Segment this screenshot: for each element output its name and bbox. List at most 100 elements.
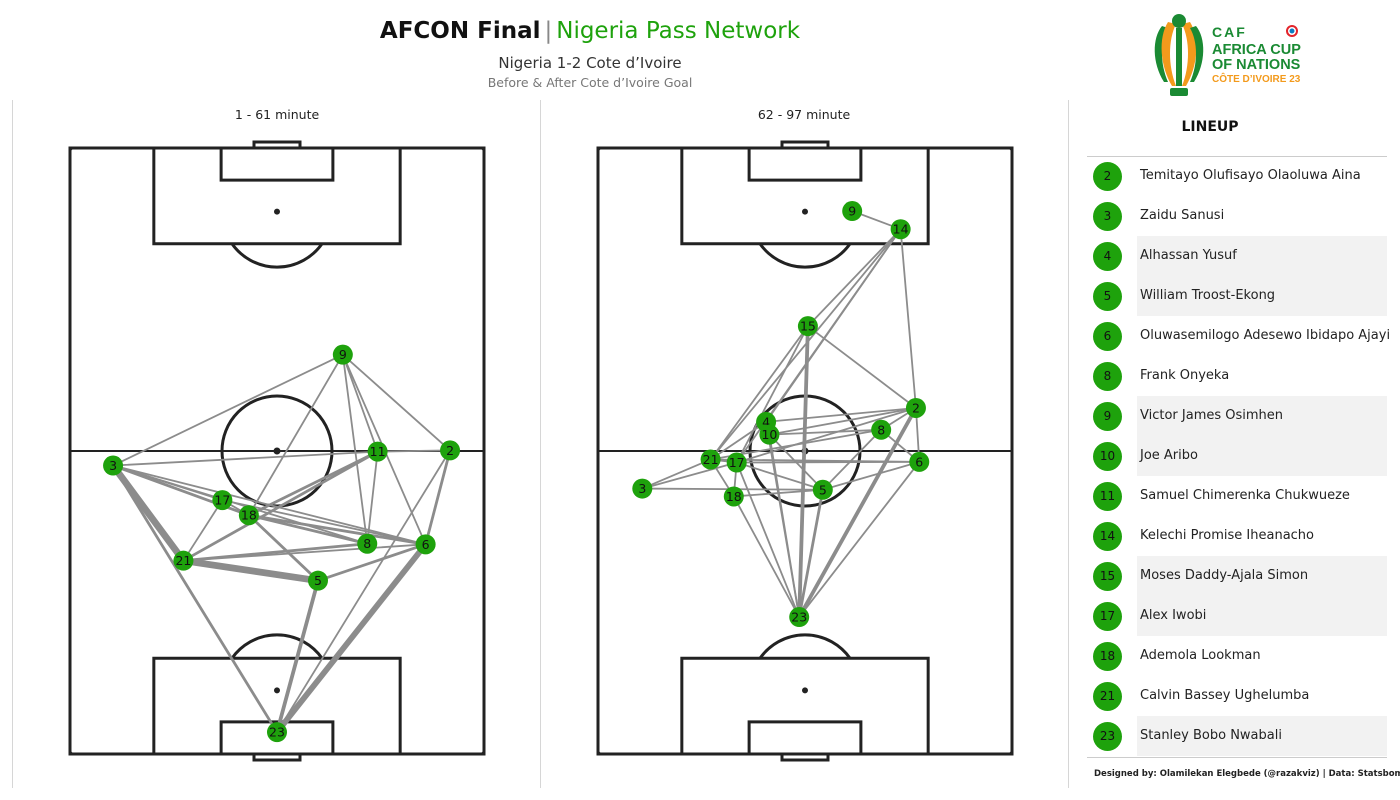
pass-edge-11-2 [376,449,451,453]
lineup-row: 3 Zaidu Sanusi [1087,196,1387,236]
player-marker [905,397,926,418]
player-node-2: 2 [905,397,926,418]
player-marker [871,419,892,440]
pass-edge-3-21 [109,462,187,565]
player-marker [632,478,653,499]
player-node-18: 18 [723,486,744,507]
logo-caf: CAF [1212,24,1247,40]
player-name: Oluwasemilogo Adesewo Ibidapo Ajayi [1140,328,1391,343]
player-number-badge: 3 [1093,202,1122,231]
pass-edge-8-5 [821,428,883,491]
title-separator: | [544,18,553,44]
player-name: Moses Daddy-Ajala Simon [1140,568,1309,583]
pass-edge-2-17 [735,407,917,464]
logo-line3: CÔTE D’IVOIRE 23 [1212,74,1301,85]
player-marker [797,316,818,337]
player-name: Samuel Chimerenka Chukwueze [1140,488,1350,503]
player-name: Alhassan Yusuf [1140,248,1237,263]
lineup-row: 9 Victor James Osimhen [1087,396,1387,436]
pass-edge-5-6 [821,461,921,491]
lineup-row: 11 Samuel Chimerenka Chukwueze [1087,476,1387,516]
pass-edge-17-5 [735,461,824,491]
pass-edge-15-17 [735,325,809,464]
pass-edge-5-23 [275,578,320,735]
logo-line1: AFRICA CUP [1212,42,1301,58]
player-name: Kelechi Promise Iheanacho [1140,528,1315,543]
player-number-label: 6 [915,454,923,469]
pass-edge-8-9 [341,353,369,545]
pass-edge-9-11 [341,353,379,453]
player-number-label: 3 [109,458,117,473]
lineup-bottom-rule [1087,757,1387,758]
chart-subsubtitle: Before & After Cote d’Ivoire Goal [487,75,693,90]
player-node-23: 23 [267,722,287,743]
pass-edge-2-10 [768,407,917,436]
player-name: Alex Iwobi [1140,608,1207,623]
player-number-label: 8 [877,422,885,437]
lineup-top-rule [1087,156,1387,157]
pass-edge-15-2 [806,325,917,409]
player-number-label: 5 [314,573,322,588]
player-name: William Troost-Ekong [1140,288,1276,303]
player-number-badge: 8 [1093,362,1122,391]
player-name: Zaidu Sanusi [1140,208,1225,223]
row-shade [1137,236,1387,276]
player-nodes: 9 14 15 2 4 8 10 21 17 6 5 3 18 23 [632,201,930,628]
lineup-row: 2 Temitayo Olufisayo Olaoluwa Aina [1087,156,1387,196]
player-name: Stanley Bobo Nwabali [1140,728,1282,743]
logo-line2: OF NATIONS [1212,57,1301,73]
player-number-badge: 18 [1093,642,1122,671]
player-number-label: 18 [241,508,257,523]
player-number-label: 4 [762,414,770,429]
player-number-badge: 10 [1093,442,1122,471]
player-marker [103,455,124,476]
pass-edge-17-3 [641,461,738,490]
lineup-row: 4 Alhassan Yusuf [1087,236,1387,276]
lineup-row: 10 Joe Aribo [1087,436,1387,476]
totalenergies-icon [1286,25,1298,37]
row-shade [1137,276,1387,316]
player-marker [212,490,233,511]
player-number-label: 21 [703,452,719,467]
pass-edge-9-2 [341,353,451,452]
player-node-6: 6 [909,451,930,472]
pass-edge-14-15 [806,228,902,328]
pass-edge-8-11 [366,450,379,545]
player-node-14: 14 [890,219,911,240]
player-name: Ademola Lookman [1140,648,1261,663]
pass-edge-8-10 [768,428,883,436]
pass-edge-17-6 [735,461,921,464]
player-number-label: 17 [729,455,745,470]
title-accent: Nigeria Pass Network [556,18,801,44]
player-number-label: 9 [848,204,856,219]
pass-edge-21-3 [641,458,712,490]
player-number-label: 15 [800,319,816,334]
pass-edge-23-17 [735,461,801,618]
pass-edge-23-6 [798,461,921,618]
lineup-row: 5 William Troost-Ekong [1087,276,1387,316]
player-marker [726,452,747,473]
player-number-badge: 5 [1093,282,1122,311]
pass-network-second-half: 9 14 15 2 4 8 10 21 17 6 5 3 18 23 [596,140,1014,762]
player-number-label: 6 [422,537,430,552]
player-node-3: 3 [103,455,124,476]
pass-edge-8-18 [247,513,369,546]
player-name: Joe Aribo [1140,448,1198,463]
player-marker [440,440,461,461]
divider-right [1068,100,1069,788]
player-number-label: 5 [819,482,827,497]
lineup-row: 14 Kelechi Promise Iheanacho [1087,516,1387,556]
lineup-row: 21 Calvin Bassey Ughelumba [1087,676,1387,716]
player-node-8: 8 [871,419,892,440]
player-number-label: 11 [370,444,386,459]
divider-left [12,100,13,788]
player-name: Victor James Osimhen [1140,408,1284,423]
pass-edge-18-23 [732,495,801,618]
row-shade [1137,436,1387,476]
afcon-logo [1154,14,1298,96]
pass-edges [641,210,921,619]
lineup-row: 23 Stanley Bobo Nwabali [1087,716,1387,756]
player-number-badge: 2 [1093,162,1122,191]
player-marker [700,449,721,470]
